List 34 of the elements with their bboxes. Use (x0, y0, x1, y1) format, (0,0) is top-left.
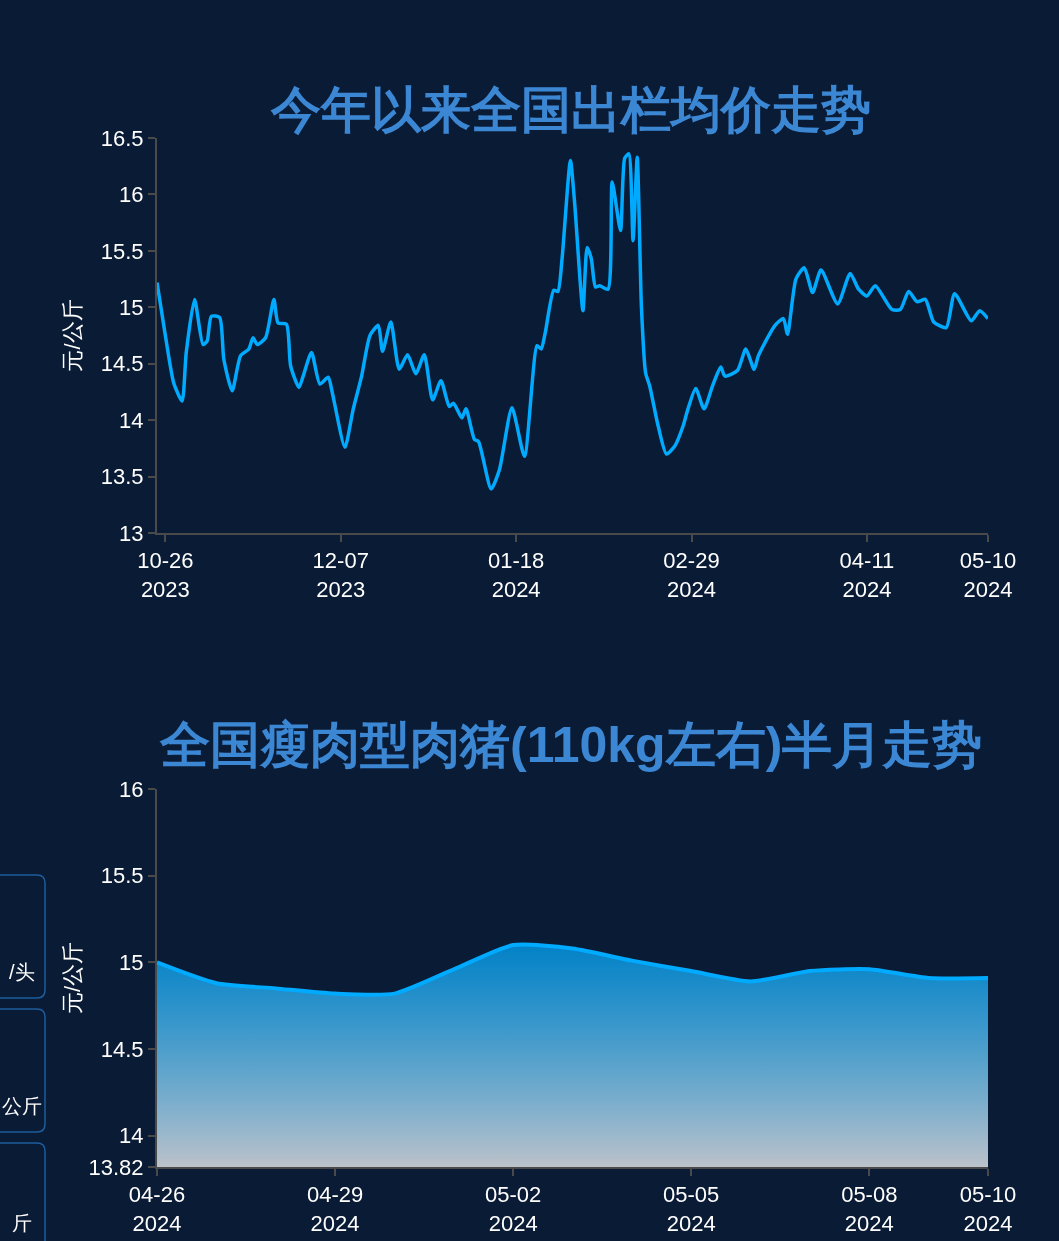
x-tick-label: 04-26 2024 (128, 1182, 186, 1236)
x-tick-label: 05-10 2024 (959, 548, 1017, 602)
line-series (157, 152, 988, 491)
x-tick-label: 12-07 2023 (312, 548, 369, 602)
y-tick-label: 15 (119, 950, 144, 976)
x-tick-label: 05-10 2024 (959, 1182, 1017, 1236)
y-tick-label: 15.5 (100, 238, 144, 264)
x-tick-label: 02-29 2024 (663, 548, 720, 602)
text: 斤 (12, 1212, 32, 1234)
x-tick-label: 05-05 2024 (663, 1182, 720, 1236)
y-tick-label: 16 (119, 182, 144, 208)
x-tick-label: 10-26 2023 (137, 548, 194, 602)
y-tick-label: 13 (119, 520, 144, 546)
y-tick-label: 14 (119, 407, 144, 433)
y-tick-label: 13.5 (100, 464, 144, 490)
y-tick-label: 14.5 (100, 1036, 144, 1062)
text: /头 (9, 961, 35, 983)
x-tick-label: 04-29 2024 (306, 1182, 364, 1236)
y-tick-label: 14 (119, 1123, 144, 1149)
y-tick-label: 16 (119, 776, 144, 802)
text: 公斤 (2, 1095, 42, 1117)
y-tick-label: 13.82 (88, 1154, 144, 1180)
x-tick-label: 04-11 2024 (839, 548, 895, 602)
chart-title: 今年以来全国出栏均价走势 (270, 82, 871, 138)
y-axis-title: 元/公斤 (59, 299, 85, 372)
y-axis-title: 元/公斤 (60, 941, 85, 1014)
x-tick-label: 05-08 2024 (841, 1182, 898, 1236)
y-tick-label: 14.5 (100, 351, 144, 377)
y-tick-label: 16.5 (100, 125, 144, 151)
y-tick-label: 15 (119, 294, 144, 320)
chart-title: 全国瘦肉型肉猪(110kg左右)半月走势 (159, 717, 983, 773)
x-tick-label: 01-18 2024 (487, 548, 545, 602)
y-tick-label: 15.5 (100, 863, 144, 889)
x-tick-label: 05-02 2024 (485, 1182, 542, 1236)
